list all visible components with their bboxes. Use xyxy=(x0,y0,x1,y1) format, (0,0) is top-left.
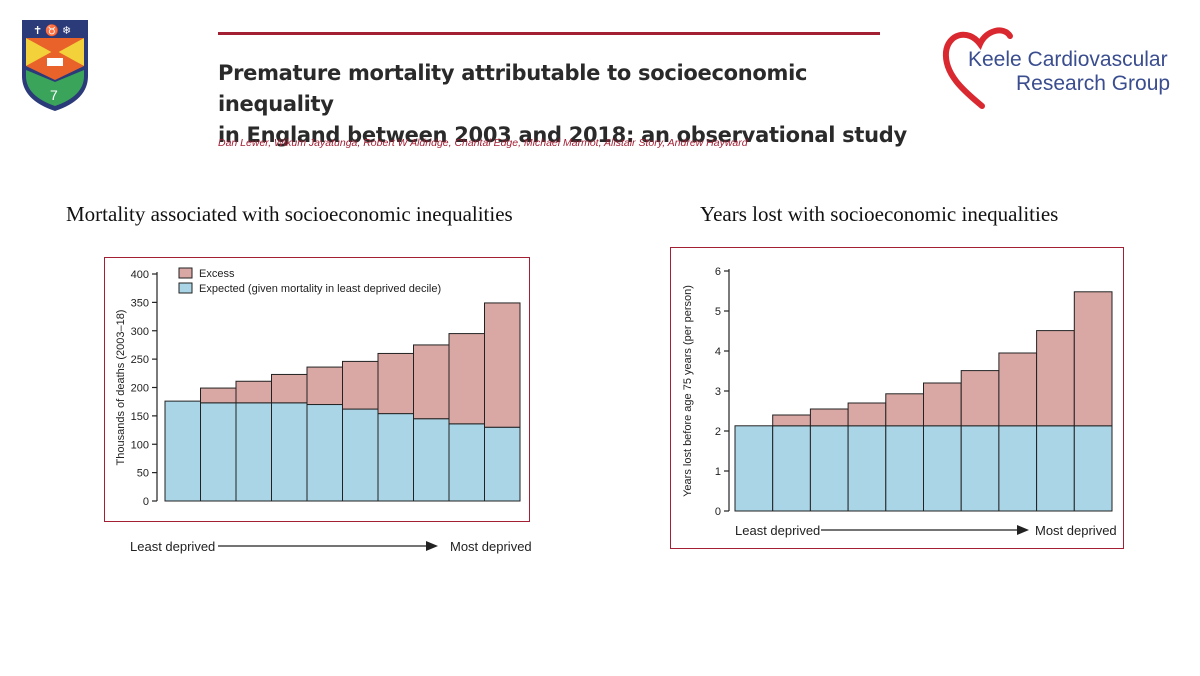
mortality-arrow-head-icon xyxy=(426,541,438,551)
years-lost-bar-excess xyxy=(998,352,1038,427)
years-lost-bar-expected xyxy=(847,425,887,512)
years-lost-bar-excess xyxy=(923,382,962,427)
years-lost-bar-expected xyxy=(923,425,962,512)
shield-green-base xyxy=(26,70,84,106)
mortality-y-tick-label: 250 xyxy=(131,354,149,366)
mortality-bar-expected xyxy=(448,423,485,502)
years-lost-arrow-head-icon xyxy=(1017,525,1029,535)
years-lost-bar-expected xyxy=(960,425,1000,512)
mortality-bar-excess xyxy=(342,360,379,410)
years-lost-bar-expected xyxy=(734,425,774,512)
shield-number-icon: 7 xyxy=(50,87,58,103)
keele-logo-text: Keele Cardiovascular Research Group xyxy=(968,48,1170,96)
shield-yellow-right xyxy=(56,38,84,66)
paper-authors: Dan Lewer, Wikum Jayatunga, Robert W Ald… xyxy=(218,137,748,149)
mortality-y-tick-label: 50 xyxy=(137,468,149,480)
years-lost-bar-expected xyxy=(1036,425,1075,512)
mortality-bar-excess xyxy=(235,380,272,404)
mortality-y-tick-label: 200 xyxy=(131,383,149,395)
mortality-bar-excess xyxy=(271,373,308,404)
mortality-y-tick-label: 150 xyxy=(131,411,149,423)
years-lost-bar-excess xyxy=(885,393,925,427)
mortality-y-tick-label: 350 xyxy=(131,297,149,309)
paper-title-line1: Premature mortality attributable to soci… xyxy=(218,61,808,116)
years-lost-bar-excess xyxy=(1073,291,1113,427)
mortality-bar-expected xyxy=(484,426,521,502)
shield-yellow-left xyxy=(26,38,54,66)
paper-title: Premature mortality attributable to soci… xyxy=(218,58,918,151)
chart-heading-years-lost: Years lost with socioeconomic inequaliti… xyxy=(700,202,1059,226)
years-lost-least-deprived-label: Least deprived xyxy=(735,523,820,538)
legend-label-excess: Excess xyxy=(199,268,235,280)
years-lost-bar-excess xyxy=(772,414,811,427)
years-lost-y-tick-label: 4 xyxy=(715,346,721,358)
years-lost-bar-excess xyxy=(809,408,849,427)
years-lost-bar-excess xyxy=(960,370,1000,427)
years-lost-y-tick-label: 2 xyxy=(715,426,721,438)
shield-top-band xyxy=(26,24,84,36)
years-lost-y-tick-label: 1 xyxy=(715,466,721,478)
years-lost-bar-expected xyxy=(772,425,811,512)
years-lost-bar-excess xyxy=(1036,330,1075,427)
mortality-bar-expected xyxy=(164,400,201,502)
legend-swatch-excess xyxy=(178,267,193,279)
mortality-bar-excess xyxy=(306,366,343,406)
mortality-chart: 0 50 100 150 200 250 300 350 400 Thousands of dea… xyxy=(115,267,521,508)
mortality-least-deprived-label: Least deprived xyxy=(130,539,215,554)
mortality-bar-expected xyxy=(235,402,272,502)
mortality-bar-expected xyxy=(200,402,237,502)
mortality-bar-expected xyxy=(306,404,343,502)
years-lost-y-tick-label: 6 xyxy=(715,266,721,278)
mortality-bar-expected xyxy=(271,402,308,502)
heart-logo-icon xyxy=(942,27,1013,109)
mortality-bar-excess xyxy=(200,387,237,404)
years-lost-bar-excess xyxy=(847,402,887,427)
chart-heading-mortality: Mortality associated with socioeconomic … xyxy=(66,202,513,226)
mortality-most-deprived-label: Most deprived xyxy=(450,539,532,554)
shield-symbols-icon: ✝ ♉ ❄ xyxy=(33,24,71,37)
mortality-bar-excess xyxy=(377,352,414,415)
paper-title-line2: in England between 2003 and 2018: an obs… xyxy=(218,123,907,147)
mortality-bar-expected xyxy=(342,408,379,502)
keele-logo-line1: Keele Cardiovascular xyxy=(968,48,1168,71)
years-lost-bar-expected xyxy=(998,425,1038,512)
mortality-chart-frame: 0 50 100 150 200 250 300 350 400 Thousands of dea… xyxy=(104,257,530,522)
years-lost-bar-expected xyxy=(809,425,849,512)
university-shield-logo: ✝ ♉ ❄ 7 xyxy=(22,20,88,111)
shield-orange-center xyxy=(26,38,84,54)
shield-book-icon xyxy=(47,58,63,66)
title-rule xyxy=(218,32,880,35)
mortality-bar-expected xyxy=(377,413,414,502)
years-lost-y-axis-label: Years lost before age 75 years (per pers… xyxy=(682,285,694,497)
mortality-bar-excess xyxy=(484,302,521,428)
years-lost-y-tick-label: 3 xyxy=(715,386,721,398)
years-lost-y-tick-label: 5 xyxy=(715,306,721,318)
mortality-y-tick-label: 0 xyxy=(143,496,149,508)
years-lost-most-deprived-label: Most deprived xyxy=(1035,523,1117,538)
mortality-y-tick-label: 300 xyxy=(131,326,149,338)
years-lost-bar-expected xyxy=(885,425,925,512)
mortality-y-axis-label: Thousands of deaths (2003–18) xyxy=(115,310,127,466)
mortality-bar-excess xyxy=(413,344,450,420)
years-lost-chart: 0 1 2 3 4 5 6 Years lost before age 75 years (p… xyxy=(682,266,1117,538)
mortality-y-tick-label: 100 xyxy=(131,439,149,451)
years-lost-bar-expected xyxy=(1073,425,1113,512)
legend-label-expected: Expected (given mortality in least depri… xyxy=(199,283,441,295)
mortality-bar-expected xyxy=(413,418,450,502)
years-lost-y-tick-label: 0 xyxy=(715,506,721,518)
mortality-bar-excess xyxy=(448,333,485,425)
mortality-y-tick-label: 400 xyxy=(131,269,149,281)
years-lost-chart-frame: 0 1 2 3 4 5 6 Years lost before age 75 years (p… xyxy=(670,247,1124,549)
keele-logo-line2: Research Group xyxy=(1016,72,1171,95)
mortality-x-axis-arrow: Least deprived Most deprived xyxy=(130,539,532,554)
legend-swatch-expected xyxy=(178,282,193,294)
